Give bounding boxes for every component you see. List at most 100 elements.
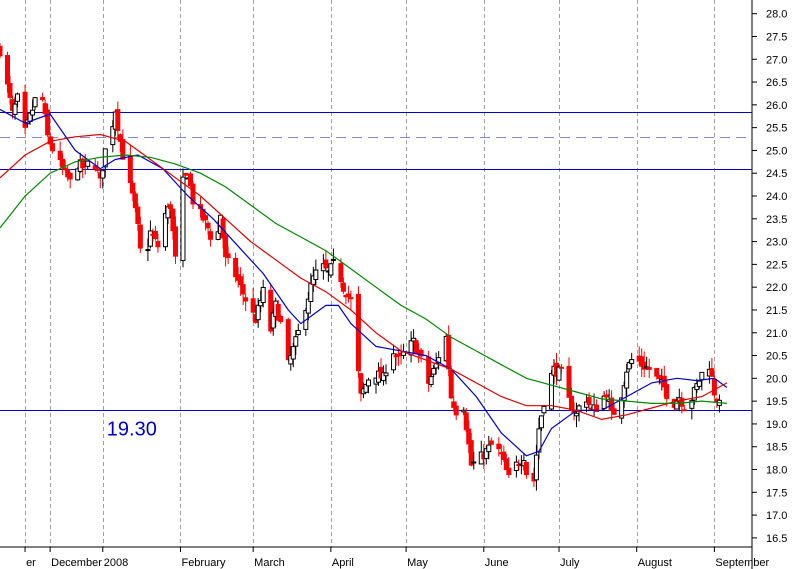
y-tick-label-20: 26.5 [766,77,787,89]
candle-body-58 [203,215,209,221]
candle-body-10 [32,97,38,108]
candle-body-70 [243,297,249,302]
candle-body-73 [255,304,261,321]
candle-body-90 [313,269,319,280]
candle-body-40 [137,224,143,249]
y-tick-label-16: 24.5 [766,168,787,180]
candle-body-150 [523,461,529,476]
candle-body-14 [47,136,53,145]
candle-body-179 [626,362,632,370]
candle-body-196 [689,400,695,409]
candle-body-104 [363,383,369,393]
candle-body-71 [250,298,256,313]
candle-body-99 [345,293,351,298]
candle-body-66 [233,257,239,278]
y-tick-label-1: 17.0 [766,510,787,522]
y-tick-label-14: 23.5 [766,214,787,226]
y-tick-label-15: 24.0 [766,191,787,203]
x-tick-label-10: September [715,557,769,569]
candle-body-182 [639,356,645,367]
candle-body-180 [629,359,635,364]
candle-body-96 [338,263,344,282]
y-axis: 16.5 17.0 17.5 18.0 18.5 19.0 19.5 20.0 20.5 21.0… [752,9,787,545]
candle-body-102 [358,373,364,394]
x-tick-label-5: April [332,557,354,569]
candle-body-156 [548,372,554,410]
candle-body-117 [411,337,417,342]
candle-body-55 [190,183,196,205]
candle-body-105 [365,379,371,387]
candle-body-9 [30,109,36,116]
y-tick-label-3: 18.0 [766,465,787,477]
x-tick-label-2: 2008 [104,557,128,569]
candle-body-159 [556,366,562,381]
candle-body-88 [308,283,314,303]
candle-body-29 [100,170,106,179]
y-tick-label-8: 20.5 [766,351,787,363]
candle-body-176 [619,397,625,419]
candle-body-200 [699,371,705,381]
candle-body-25 [85,160,91,167]
x-tick-label-6: May [407,557,428,569]
candle-body-138 [483,448,489,459]
candle-body-81 [285,319,291,361]
candle-body-60 [208,231,214,240]
candle-body-129 [451,401,457,408]
y-tick-label-22: 27.5 [766,31,787,43]
candle-body-42 [147,230,153,247]
candle-body-187 [656,375,662,379]
candle-body-97 [340,282,346,292]
moving-average-1 [0,133,728,421]
candle-body-68 [238,276,244,286]
candle-body-63 [220,218,226,239]
candle-body-0 [0,45,3,57]
candle-body-87 [305,298,311,314]
candle-body-48 [167,204,173,210]
candle-body-11 [40,97,46,101]
candle-body-15 [50,143,56,152]
candle-body-161 [566,365,572,398]
y-tick-label-0: 16.5 [766,533,787,545]
candle-body-16 [57,150,63,160]
candle-body-113 [396,353,402,357]
candle-body-54 [188,173,194,187]
candle-body-190 [664,384,670,400]
candle-body-146 [513,461,519,471]
candle-body-45 [155,241,161,248]
candle-body-131 [461,409,467,413]
candle-body-74 [258,299,264,307]
candle-body-36 [127,155,133,184]
candle-body-175 [611,408,617,415]
candle-body-20 [67,172,73,180]
y-tick-label-10: 21.5 [766,305,787,317]
candle-body-44 [152,230,158,239]
candle-body-167 [586,397,592,406]
candle-body-143 [501,451,507,460]
candle-body-75 [260,286,266,304]
y-tick-label-7: 20.0 [766,373,787,385]
candle-body-195 [681,409,687,412]
candle-body-155 [541,406,547,414]
candle-body-160 [558,366,564,369]
candle-body-144 [503,458,509,471]
candle-body-17 [60,158,66,168]
candle-body-85 [295,329,301,336]
y-tick-label-17: 25.0 [766,145,787,157]
candle-body-12 [42,103,48,115]
candle-body-1 [5,55,11,85]
candle-body-94 [328,263,334,276]
candle-body-30 [102,148,108,168]
candle-body-162 [569,395,575,411]
candle-body-69 [240,284,246,295]
candle-body-38 [132,193,138,209]
candle-body-46 [162,213,168,248]
candle-body-47 [165,206,171,219]
y-tick-label-13: 23.0 [766,237,787,249]
candle-body-65 [225,253,231,259]
y-tick-label-12: 22.5 [766,259,787,271]
candle-body-52 [182,172,188,176]
candle-body-84 [293,336,299,347]
candle-body-100 [348,297,354,300]
candle-body-152 [533,454,539,481]
